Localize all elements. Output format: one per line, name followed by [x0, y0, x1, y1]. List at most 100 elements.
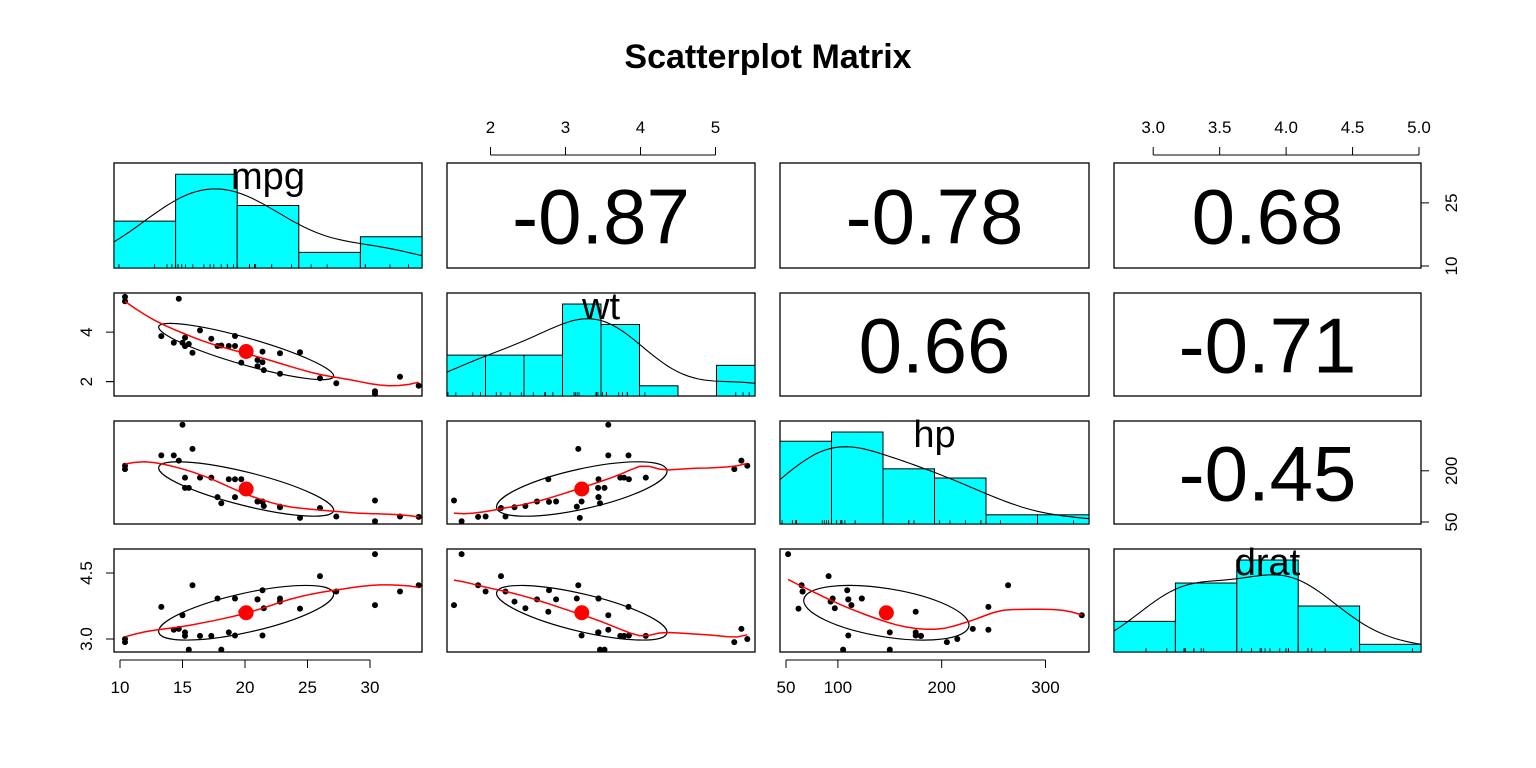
diagonal-label-hp: hp — [913, 414, 955, 456]
data-point — [625, 476, 632, 483]
panel-frame — [113, 420, 423, 525]
data-point — [642, 474, 649, 481]
histogram-bar — [236, 205, 300, 269]
density-curve — [779, 446, 1090, 520]
data-point — [845, 596, 852, 603]
tick-label: 5 — [711, 118, 720, 137]
data-point — [208, 632, 215, 639]
panel-frame — [446, 162, 756, 269]
tick-label: 25 — [298, 678, 317, 697]
data-point — [848, 602, 855, 609]
data-point — [738, 625, 745, 632]
panel-frame — [446, 420, 756, 525]
histogram-bar — [779, 440, 832, 525]
axis-top-wt: 2 3 4 5 — [486, 118, 720, 156]
panel-frame — [1113, 162, 1422, 269]
centroid-point — [238, 605, 254, 621]
data-point — [397, 373, 403, 380]
data-point — [553, 596, 560, 603]
tick-label: 2 — [486, 118, 495, 137]
data-point — [595, 484, 602, 491]
tick-label: 5.0 — [1407, 118, 1431, 137]
data-point — [225, 629, 232, 636]
data-point — [182, 629, 188, 636]
data-point — [297, 514, 303, 521]
data-point — [576, 514, 583, 521]
tick-label: 30 — [361, 678, 380, 697]
histogram-bar — [600, 323, 640, 397]
data-point — [185, 646, 192, 653]
data-point — [912, 608, 919, 615]
tick-label: 300 — [1031, 678, 1059, 697]
data-point — [625, 452, 632, 459]
histogram-bar — [1297, 605, 1361, 653]
panel-frame — [446, 548, 756, 653]
data-point — [475, 513, 482, 520]
data-point — [738, 457, 745, 464]
data-point — [886, 646, 893, 653]
tick-label: 20 — [236, 678, 255, 697]
data-point — [969, 625, 976, 632]
data-point — [372, 551, 378, 558]
data-point — [197, 474, 203, 481]
data-point — [573, 503, 580, 510]
data-point — [575, 582, 582, 589]
data-point — [122, 293, 128, 300]
panel-frame — [779, 292, 1090, 397]
data-point — [182, 334, 188, 341]
data-point — [179, 421, 186, 428]
tick-label: 4.0 — [1274, 118, 1298, 137]
diagonal-label-drat: drat — [1235, 542, 1301, 584]
data-point — [372, 390, 378, 397]
panel-frame — [779, 548, 1090, 653]
data-point — [840, 646, 847, 653]
axis-left-wt: 24 — [77, 327, 114, 386]
tick-label: 3 — [561, 118, 570, 137]
data-point — [175, 295, 182, 302]
histogram-bar — [1037, 514, 1090, 525]
density-curve — [113, 188, 423, 257]
data-point — [277, 595, 283, 602]
correlation-value: -0.45 — [1179, 430, 1357, 518]
loess-line — [124, 461, 419, 518]
data-point — [595, 629, 602, 636]
data-point — [254, 596, 261, 603]
data-point — [317, 573, 323, 580]
tick-label: 4 — [77, 327, 96, 336]
panel-wt-wt: wt — [446, 286, 756, 397]
data-point — [498, 573, 504, 580]
data-point — [170, 452, 177, 459]
tick-label: 100 — [824, 678, 852, 697]
data-point — [451, 602, 457, 609]
data-point — [546, 587, 552, 594]
tick-label: 200 — [1442, 457, 1461, 485]
data-point — [232, 494, 238, 501]
data-point — [1005, 582, 1012, 589]
tick-label: 10 — [111, 678, 130, 697]
data-point — [232, 595, 238, 602]
data-point — [189, 445, 196, 452]
data-point — [1078, 612, 1085, 619]
data-point — [845, 632, 852, 639]
data-point — [297, 605, 303, 612]
data-point — [333, 513, 340, 520]
data-point — [158, 333, 165, 340]
tick-label: 15 — [173, 678, 192, 697]
data-point — [785, 551, 792, 558]
correlation-value: 0.68 — [1192, 173, 1344, 261]
data-point — [917, 632, 924, 639]
data-point — [317, 375, 323, 382]
tick-label: 4.5 — [1341, 118, 1365, 137]
centroid-point — [574, 481, 590, 497]
panel-frame — [1113, 420, 1422, 525]
tick-label: 25 — [1442, 193, 1461, 212]
centroid-point — [878, 605, 894, 621]
data-point — [175, 457, 182, 464]
data-point — [189, 582, 196, 589]
data-ellipse — [803, 584, 970, 641]
tick-label: 4 — [636, 118, 645, 137]
data-point — [259, 359, 266, 366]
panel-mpg-hp: -0.78 — [779, 162, 1090, 269]
data-point — [297, 349, 303, 356]
panel-frame — [779, 162, 1090, 269]
